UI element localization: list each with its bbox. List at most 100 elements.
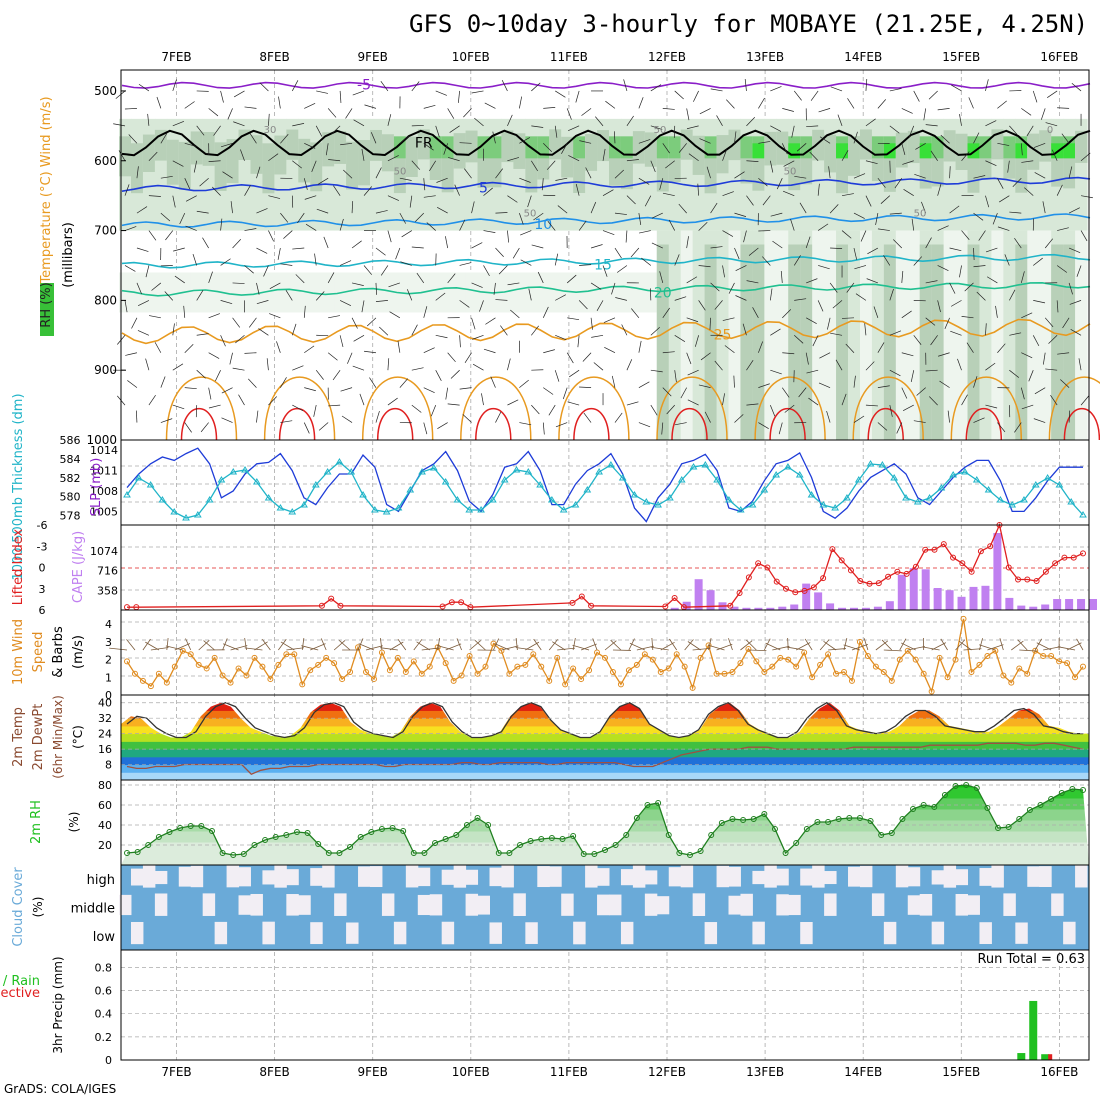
cape-bar bbox=[682, 601, 691, 610]
rh-band bbox=[322, 272, 335, 313]
wind-barb bbox=[665, 160, 675, 169]
rh-line-point bbox=[771, 826, 778, 832]
wind-speed-line-point bbox=[291, 651, 298, 658]
wind-barb bbox=[575, 183, 580, 196]
wind-barb bbox=[674, 90, 684, 100]
wind-barb bbox=[363, 265, 372, 275]
wind-speed-line-point bbox=[904, 647, 911, 654]
rh-line-point bbox=[867, 818, 874, 824]
wind-barb bbox=[411, 324, 418, 336]
wind-barb bbox=[437, 206, 448, 214]
wind-barb bbox=[867, 247, 879, 255]
slp-tick: 1008 bbox=[90, 485, 118, 498]
rh-line-point bbox=[1058, 790, 1065, 796]
wind-barb-10m bbox=[604, 640, 617, 651]
wind-barb bbox=[278, 96, 281, 109]
cape-bar bbox=[790, 604, 799, 610]
wind-barb bbox=[661, 422, 664, 435]
cloud-gap bbox=[178, 866, 192, 887]
thickness-line-point bbox=[571, 501, 580, 508]
rh-band bbox=[1039, 230, 1052, 440]
x-tick-top: 7FEB bbox=[161, 50, 191, 64]
cloud-gap bbox=[525, 922, 538, 944]
thickness-line-point bbox=[677, 476, 686, 483]
wind-speed-line-point bbox=[912, 656, 919, 663]
wind-barb bbox=[722, 393, 725, 406]
thickness-line-point bbox=[429, 464, 438, 471]
wind-barb bbox=[343, 169, 353, 179]
cloud-gap bbox=[441, 869, 455, 885]
rh-band bbox=[1015, 244, 1028, 440]
rh-band bbox=[1015, 143, 1028, 159]
wind-barb-10m bbox=[1019, 649, 1038, 652]
wind-barb bbox=[678, 203, 687, 214]
wind-barb-10m bbox=[109, 647, 128, 651]
rh-line-point bbox=[1069, 786, 1076, 792]
wind-barb bbox=[369, 377, 377, 388]
wind-barb bbox=[172, 79, 177, 92]
wind-barb bbox=[566, 352, 574, 364]
thickness-line-point bbox=[536, 481, 544, 488]
thickness-line-point bbox=[583, 486, 592, 493]
wind-speed-line-point bbox=[363, 668, 369, 675]
wind-barb bbox=[961, 394, 968, 406]
wind-barb bbox=[268, 396, 277, 406]
cloud-gap bbox=[955, 893, 969, 916]
wind-barb bbox=[794, 175, 807, 179]
wind-barb bbox=[688, 153, 699, 162]
wind-barb-10m bbox=[166, 637, 169, 651]
thickness-line-point bbox=[288, 508, 297, 515]
wind-barb bbox=[746, 360, 754, 371]
wind-barb bbox=[964, 282, 974, 292]
wind-speed-line-point bbox=[681, 663, 688, 670]
rh-line-point bbox=[495, 850, 502, 856]
wind-barb bbox=[449, 125, 460, 133]
wind-barb bbox=[925, 237, 932, 249]
wind-speed-line-point bbox=[522, 661, 529, 668]
wind-barb bbox=[903, 189, 914, 196]
wind-barb bbox=[985, 195, 990, 208]
wind-barb-10m bbox=[301, 637, 305, 651]
wind-barb bbox=[295, 274, 305, 284]
ylabel-rh: RH (%) bbox=[39, 282, 54, 327]
wind-barb bbox=[940, 134, 950, 144]
wind-barb bbox=[865, 404, 878, 407]
lifted-index-line-point bbox=[885, 573, 892, 580]
wind-speed-line-point bbox=[785, 656, 792, 663]
wind-barb bbox=[527, 195, 532, 208]
rh-line-point bbox=[251, 842, 258, 848]
wind-barb bbox=[172, 121, 185, 127]
lifted-index-line-point bbox=[857, 577, 864, 584]
cape-bar bbox=[814, 592, 823, 610]
wind-barb bbox=[710, 246, 723, 249]
wind-speed-line-point bbox=[586, 667, 593, 674]
wind-barb bbox=[937, 265, 949, 272]
wind-barb bbox=[406, 289, 413, 301]
x-tick-top: 16FEB bbox=[1040, 50, 1078, 64]
wind-barb bbox=[1014, 237, 1022, 249]
wind-barb-10m bbox=[963, 648, 982, 651]
wind-barb bbox=[806, 317, 817, 324]
wind-barb bbox=[147, 113, 150, 126]
rh-line-point bbox=[963, 782, 970, 788]
cape-bar bbox=[742, 607, 751, 610]
wind-barb bbox=[137, 300, 150, 306]
thickness-line-point bbox=[972, 476, 981, 483]
wind-barb bbox=[877, 422, 888, 431]
wind-barb bbox=[136, 282, 142, 295]
cape-bar bbox=[1029, 606, 1038, 610]
wind-speed-line-point bbox=[697, 654, 704, 661]
rh-line-point bbox=[304, 830, 311, 836]
cloud-gap bbox=[453, 865, 467, 888]
wind-barb bbox=[483, 265, 490, 277]
wind-speed-line-point bbox=[187, 651, 194, 658]
x-tick-top: 15FEB bbox=[942, 50, 980, 64]
wind-barb bbox=[826, 410, 831, 423]
cloud-gap bbox=[776, 894, 789, 916]
wind-barb bbox=[185, 195, 197, 202]
wind-barb bbox=[233, 90, 245, 98]
wind-barb bbox=[160, 132, 168, 144]
rh-band bbox=[346, 272, 359, 313]
wind-speed-line-point bbox=[402, 668, 409, 675]
wind-barb bbox=[986, 276, 998, 284]
